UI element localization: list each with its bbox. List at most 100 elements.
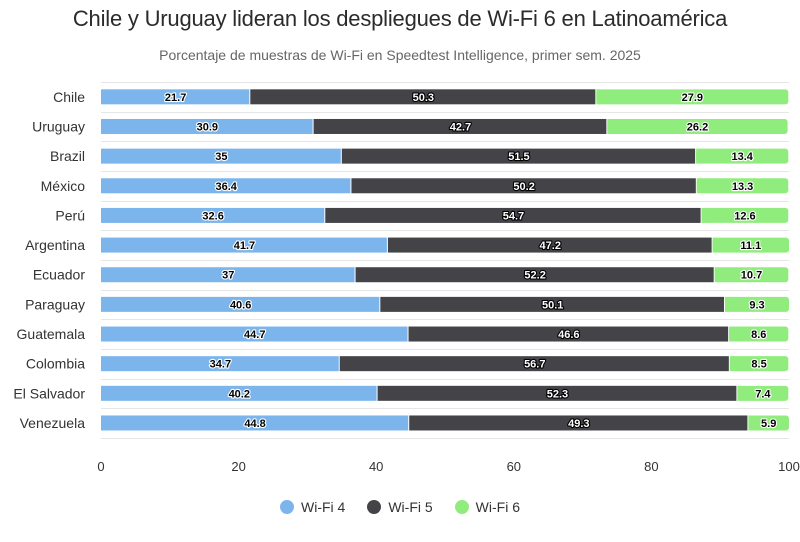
bar-wi-fi-4-uruguay[interactable] bbox=[101, 118, 313, 134]
data-label-wi-fi-4-guatemala: 44.7 bbox=[244, 329, 265, 341]
data-label-wi-fi-6-el-salvador: 7.4 bbox=[755, 388, 771, 400]
bar-wi-fi-5-guatemala[interactable] bbox=[408, 326, 729, 342]
category-label-el-salvador: El Salvador bbox=[13, 385, 85, 401]
data-label-wi-fi-5-guatemala: 46.6 bbox=[558, 329, 579, 341]
legend-item-wifi5[interactable]: Wi-Fi 5 bbox=[367, 499, 433, 515]
bar-wi-fi-6-venezuela[interactable] bbox=[748, 415, 789, 431]
category-label-uruguay: Uruguay bbox=[32, 118, 85, 134]
x-tick-label-80: 80 bbox=[644, 459, 658, 474]
data-label-wi-fi-4-chile: 21.7 bbox=[165, 92, 186, 104]
category-label-ecuador: Ecuador bbox=[33, 267, 85, 283]
bar-wi-fi-6-mexico[interactable] bbox=[696, 178, 789, 194]
bar-wi-fi-5-argentina[interactable] bbox=[387, 237, 712, 253]
bar-wi-fi-4-brazil[interactable] bbox=[101, 148, 341, 164]
bar-wi-fi-4-peru[interactable] bbox=[101, 207, 325, 223]
bar-wi-fi-4-guatemala[interactable] bbox=[101, 326, 408, 342]
bar-wi-fi-5-colombia[interactable] bbox=[339, 356, 729, 372]
bar-wi-fi-6-paraguay[interactable] bbox=[725, 296, 789, 312]
legend-label: Wi-Fi 4 bbox=[301, 499, 346, 515]
bar-wi-fi-6-el-salvador[interactable] bbox=[737, 385, 789, 401]
legend: Wi-Fi 4 Wi-Fi 5 Wi-Fi 6 bbox=[0, 499, 800, 515]
data-label-wi-fi-4-mexico: 36.4 bbox=[216, 181, 238, 193]
bar-wi-fi-4-colombia[interactable] bbox=[101, 356, 339, 372]
bars bbox=[101, 89, 789, 431]
data-label-wi-fi-5-chile: 50.3 bbox=[413, 92, 434, 104]
data-label-wi-fi-4-brazil: 35 bbox=[215, 151, 227, 163]
bar-corner-fill bbox=[712, 237, 717, 253]
legend-marker-icon bbox=[280, 500, 294, 514]
bar-wi-fi-6-uruguay[interactable] bbox=[607, 118, 788, 134]
bar-corner-fill bbox=[729, 326, 734, 342]
bar-wi-fi-5-chile[interactable] bbox=[250, 89, 596, 105]
data-label-wi-fi-6-colombia: 8.5 bbox=[751, 359, 766, 371]
bar-wi-fi-5-uruguay[interactable] bbox=[313, 118, 607, 134]
legend-item-wifi6[interactable]: Wi-Fi 6 bbox=[454, 499, 520, 515]
category-label-venezuela: Venezuela bbox=[20, 415, 86, 431]
bar-wi-fi-6-colombia[interactable] bbox=[729, 356, 789, 372]
data-label-wi-fi-6-paraguay: 9.3 bbox=[749, 299, 764, 311]
bar-wi-fi-5-paraguay[interactable] bbox=[380, 296, 725, 312]
category-label-brazil: Brazil bbox=[50, 148, 85, 164]
bar-wi-fi-5-mexico[interactable] bbox=[351, 178, 696, 194]
data-label-wi-fi-6-uruguay: 26.2 bbox=[687, 121, 708, 133]
bar-wi-fi-4-argentina[interactable] bbox=[101, 237, 387, 253]
bar-wi-fi-6-chile[interactable] bbox=[596, 89, 789, 105]
bar-wi-fi-4-chile[interactable] bbox=[101, 89, 250, 105]
bar-wi-fi-4-ecuador[interactable] bbox=[101, 267, 355, 283]
category-label-guatemala: Guatemala bbox=[17, 326, 86, 342]
bar-wi-fi-6-argentina[interactable] bbox=[712, 237, 789, 253]
x-tick-label-20: 20 bbox=[231, 459, 245, 474]
bar-corner-fill bbox=[714, 267, 719, 283]
data-label-wi-fi-5-mexico: 50.2 bbox=[513, 181, 534, 193]
data-label-wi-fi-4-uruguay: 30.9 bbox=[197, 121, 218, 133]
data-label-wi-fi-6-brazil: 13.4 bbox=[732, 151, 754, 163]
legend-label: Wi-Fi 5 bbox=[388, 499, 433, 515]
bar-wi-fi-6-brazil[interactable] bbox=[696, 148, 789, 164]
bar-wi-fi-4-el-salvador[interactable] bbox=[101, 385, 377, 401]
bar-corner-fill bbox=[607, 118, 612, 134]
bar-wi-fi-5-ecuador[interactable] bbox=[355, 267, 714, 283]
category-label-peru: Perú bbox=[55, 207, 85, 223]
bar-wi-fi-4-venezuela[interactable] bbox=[101, 415, 409, 431]
data-label-wi-fi-4-argentina: 41.7 bbox=[234, 240, 255, 252]
data-label-wi-fi-6-peru: 12.6 bbox=[734, 210, 755, 222]
data-label-wi-fi-4-paraguay: 40.6 bbox=[230, 299, 251, 311]
x-tick-label-100: 100 bbox=[778, 459, 800, 474]
legend-item-wifi4[interactable]: Wi-Fi 4 bbox=[280, 499, 345, 515]
bar-wi-fi-5-peru[interactable] bbox=[325, 207, 701, 223]
data-label-wi-fi-4-peru: 32.6 bbox=[202, 210, 223, 222]
category-label-mexico: México bbox=[41, 178, 86, 194]
data-label-wi-fi-6-guatemala: 8.6 bbox=[751, 329, 766, 341]
data-label-wi-fi-4-venezuela: 44.8 bbox=[244, 418, 265, 430]
data-label-wi-fi-4-el-salvador: 40.2 bbox=[229, 388, 250, 400]
data-label-wi-fi-5-venezuela: 49.3 bbox=[568, 418, 589, 430]
bar-wi-fi-6-ecuador[interactable] bbox=[714, 267, 789, 283]
data-label-wi-fi-5-el-salvador: 52.3 bbox=[547, 388, 568, 400]
data-label-wi-fi-5-uruguay: 42.7 bbox=[450, 121, 471, 133]
category-label-argentina: Argentina bbox=[25, 237, 85, 253]
chart-subtitle: Porcentaje de muestras de Wi-Fi en Speed… bbox=[159, 47, 641, 63]
bar-corner-fill bbox=[701, 207, 706, 223]
legend-marker-icon bbox=[367, 500, 382, 514]
x-tick-label-0: 0 bbox=[97, 459, 104, 474]
bar-wi-fi-5-el-salvador[interactable] bbox=[377, 385, 737, 401]
data-label-wi-fi-5-colombia: 56.7 bbox=[524, 359, 545, 371]
legend-marker-icon bbox=[454, 500, 469, 514]
data-label-wi-fi-5-peru: 54.7 bbox=[503, 210, 524, 222]
bar-wi-fi-6-peru[interactable] bbox=[701, 207, 789, 223]
legend-label: Wi-Fi 6 bbox=[475, 499, 520, 515]
value-axis-tick-labels: 0 20 40 60 80 100 bbox=[97, 459, 799, 474]
bar-wi-fi-4-paraguay[interactable] bbox=[101, 296, 380, 312]
bar-wi-fi-5-venezuela[interactable] bbox=[409, 415, 748, 431]
data-label-wi-fi-5-argentina: 47.2 bbox=[540, 240, 561, 252]
data-label-wi-fi-6-ecuador: 10.7 bbox=[741, 270, 762, 282]
bar-corner-fill bbox=[737, 385, 742, 401]
bar-wi-fi-4-mexico[interactable] bbox=[101, 178, 351, 194]
bar-data-labels: 21.7 50.3 27.9 30.9 42.7 26.2 35 51.5 13.4 36.4 50… bbox=[164, 91, 778, 431]
data-label-wi-fi-5-paraguay: 50.1 bbox=[542, 299, 563, 311]
data-label-wi-fi-6-argentina: 11.1 bbox=[740, 240, 761, 252]
bar-wi-fi-6-guatemala[interactable] bbox=[729, 326, 789, 342]
bar-corner-fill bbox=[696, 178, 701, 194]
bar-wi-fi-5-brazil[interactable] bbox=[341, 148, 696, 164]
